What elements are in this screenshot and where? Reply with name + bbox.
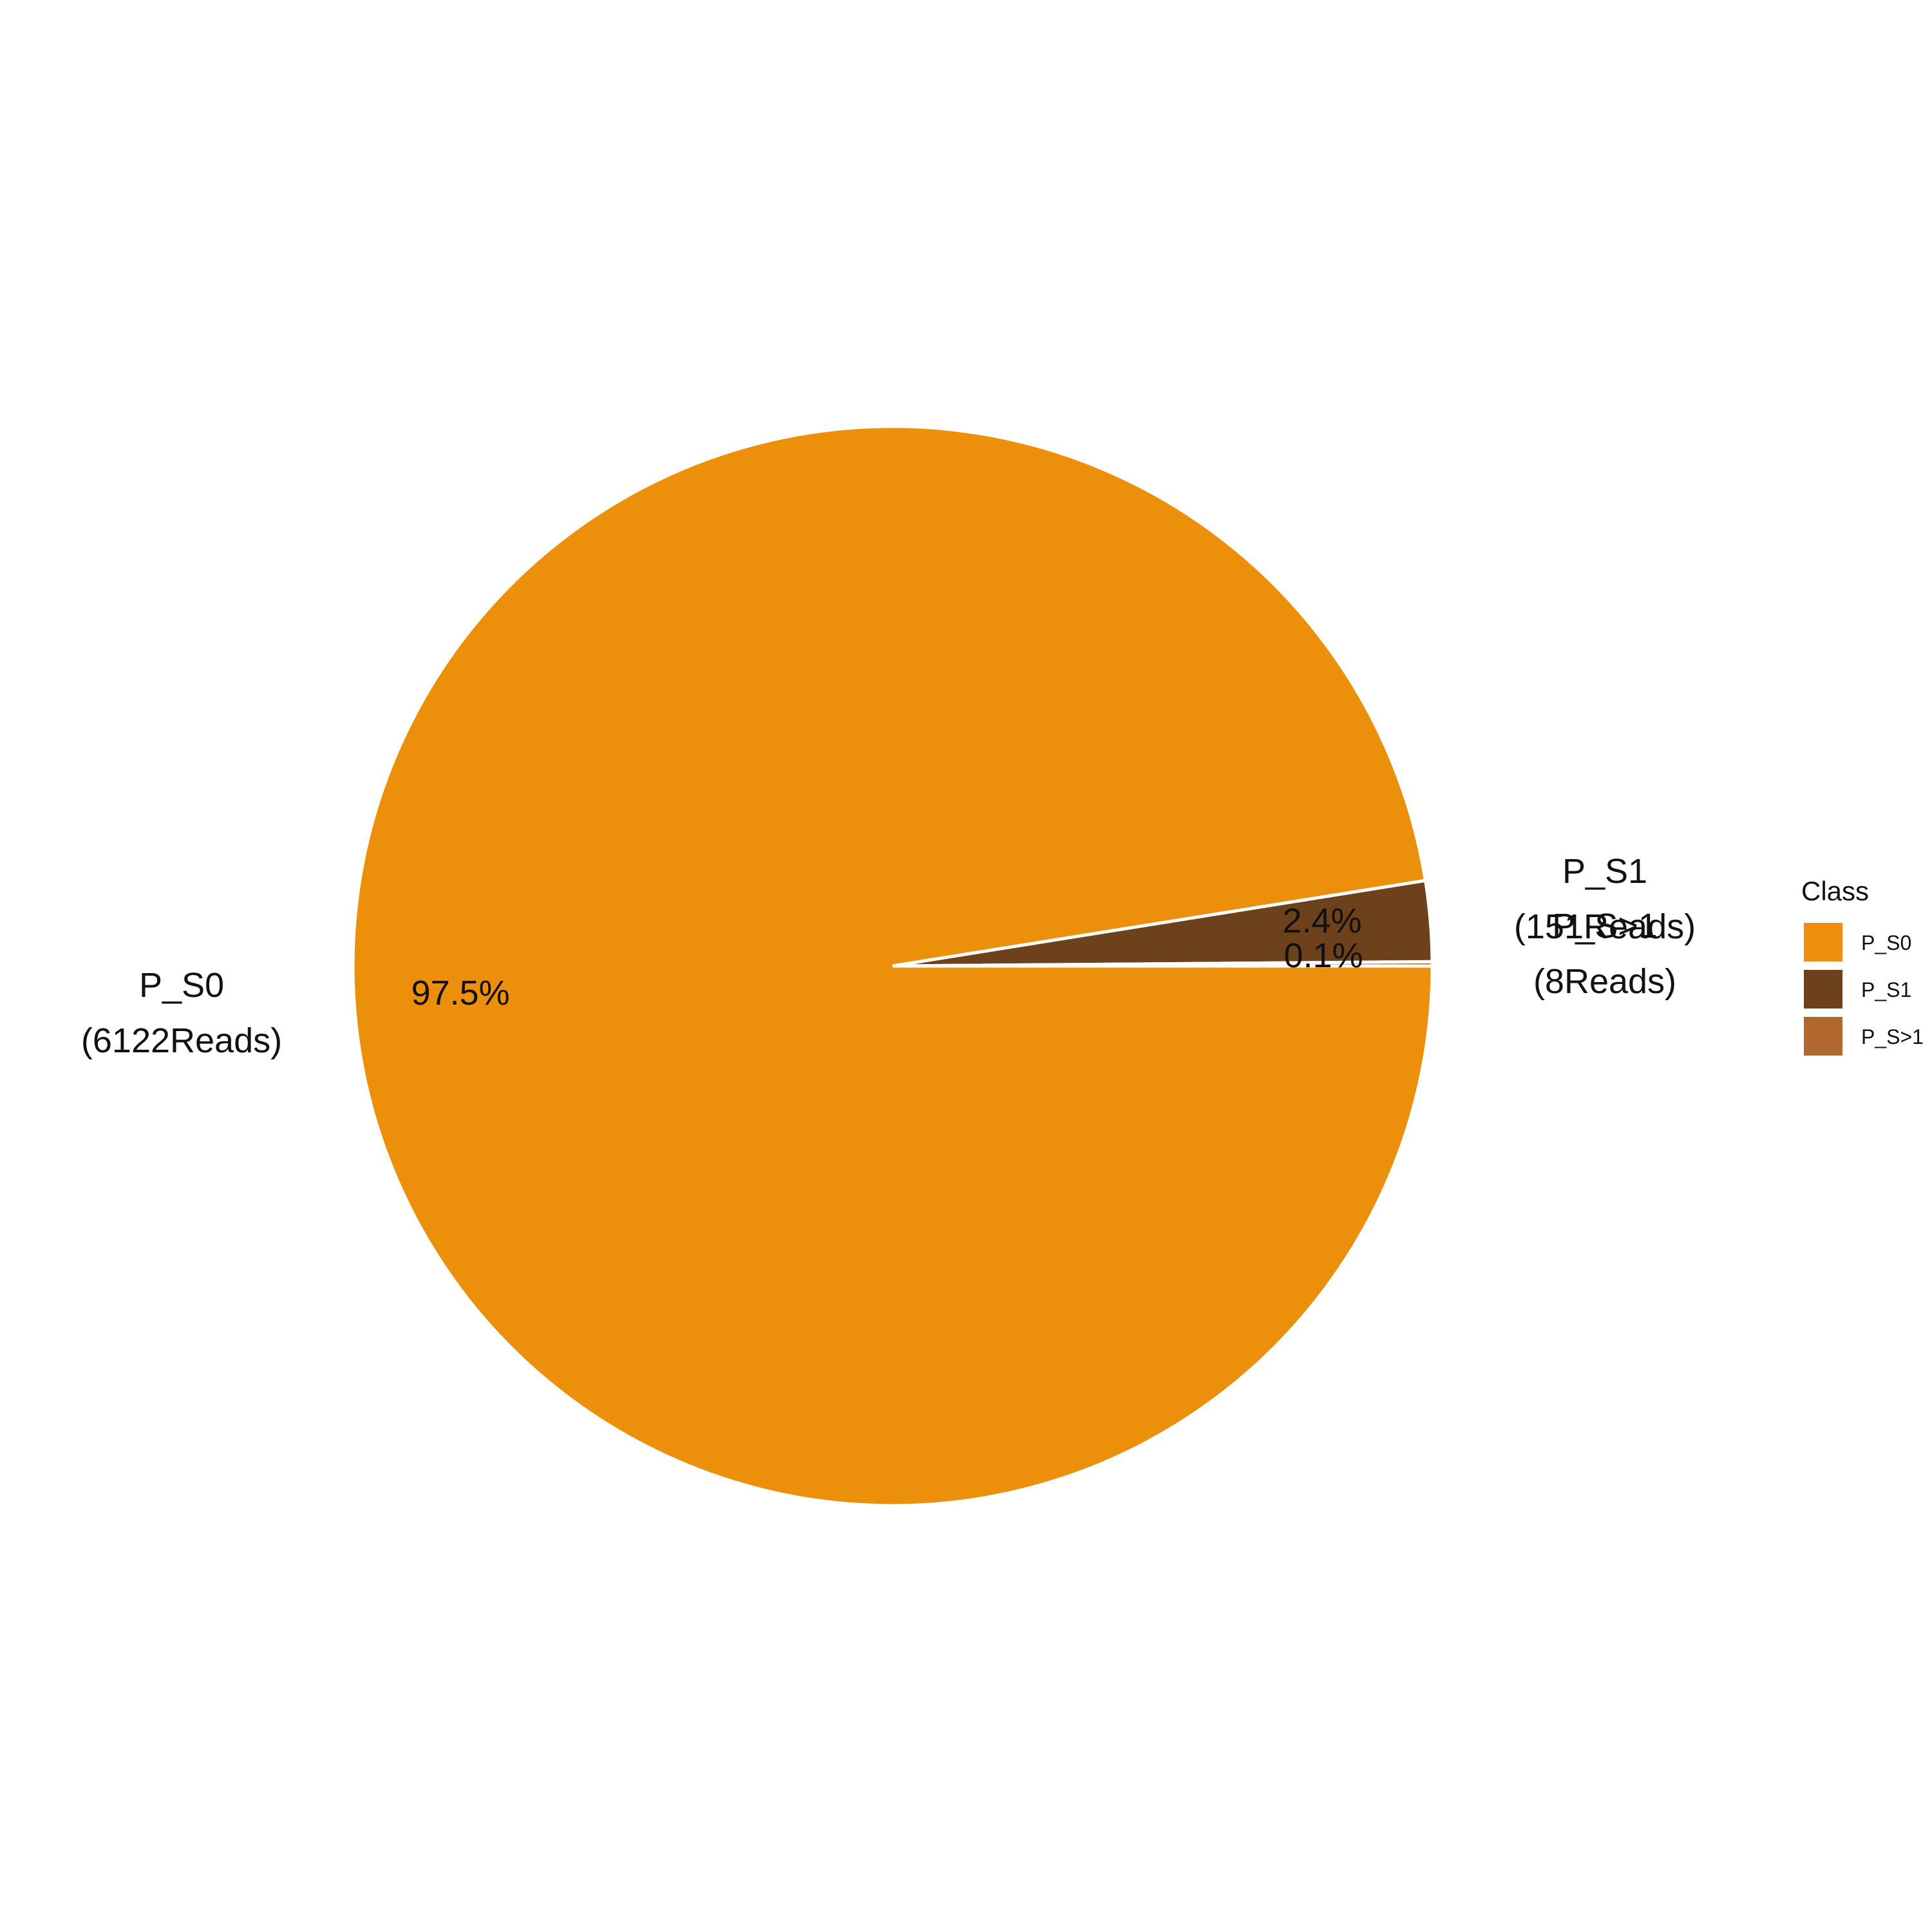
legend-swatch xyxy=(1803,1016,1844,1057)
percent-label: 0.1% xyxy=(1283,936,1363,975)
pie-slice-p_sgt1 xyxy=(892,960,1434,968)
slice-count-label: (151Reads) xyxy=(1514,907,1696,946)
slice-name-label: P_S1 xyxy=(1562,852,1647,891)
pie-slices xyxy=(351,424,1434,1508)
legend-swatch xyxy=(1803,969,1844,1010)
legend-title: Class xyxy=(1801,876,1869,906)
legend: Class P_S0 P_S1 P_S>1 xyxy=(1801,876,1924,1057)
slice-name-label: P_S>1 xyxy=(1552,907,1658,945)
legend-label: P_S0 xyxy=(1861,931,1911,954)
slice-count-label: (6122Reads) xyxy=(81,1021,282,1060)
percent-label: 97.5% xyxy=(411,974,509,1012)
outer-labels: P_S0 (6122Reads) P_S1 (151Reads)P_S>1 (8Read… xyxy=(81,852,1696,1060)
legend-label: P_S1 xyxy=(1861,978,1911,1001)
percent-labels: 97.5% 2.4%0.1% xyxy=(411,902,1363,1012)
pie-slice-p_s0 xyxy=(351,424,1434,1508)
percent-label: 2.4% xyxy=(1282,902,1361,940)
legend-entries: P_S0 P_S1 P_S>1 xyxy=(1803,922,1924,1057)
slice-name-label: P_S0 xyxy=(139,966,224,1005)
legend-label: P_S>1 xyxy=(1861,1025,1924,1048)
slice-count-label: (8Reads) xyxy=(1533,962,1676,1001)
legend-swatch xyxy=(1803,922,1844,963)
